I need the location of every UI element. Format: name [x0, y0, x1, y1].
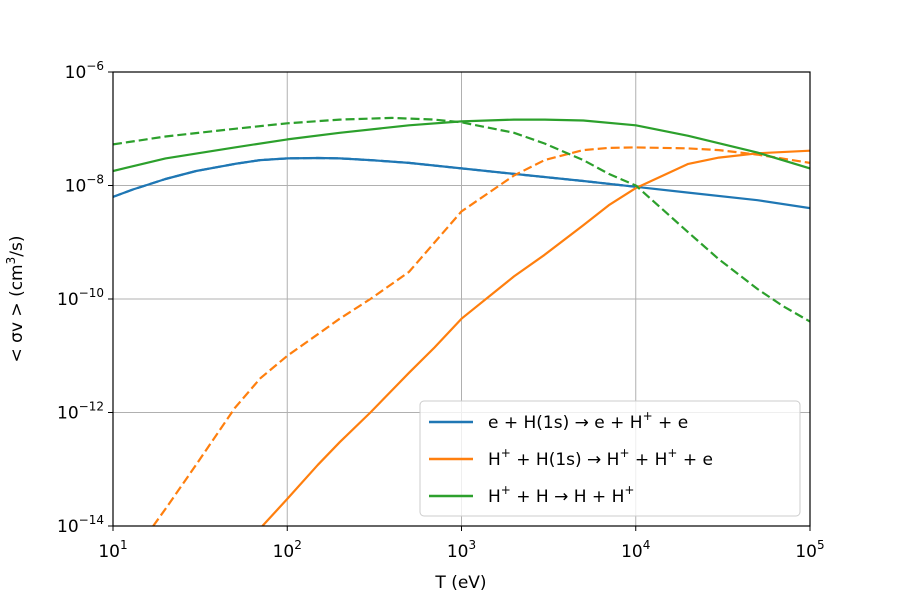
y-tick-label: 10−10	[57, 286, 104, 310]
y-tick-label: 10−6	[65, 59, 104, 83]
x-tick-label: 102	[273, 538, 302, 562]
x-axis-label: T (eV)	[434, 573, 486, 593]
x-tick-label: 103	[447, 538, 476, 562]
legend-box	[419, 400, 801, 517]
x-tick-label: 105	[795, 538, 824, 562]
legend-label: H+ + H → H + H+	[488, 483, 634, 507]
series-line-6	[113, 116, 810, 323]
x-tick-label: 104	[621, 538, 650, 562]
legend-label: H+ + H(1s) → H+ + H+ + e	[488, 446, 713, 470]
series-line-3	[261, 149, 810, 526]
y-axis-label: < σv > (cm3/s)	[4, 236, 27, 363]
x-tick-label: 101	[98, 538, 127, 562]
y-tick-label: 10−12	[57, 400, 104, 424]
y-tick-label: 10−14	[57, 513, 104, 537]
series-line-2	[113, 156, 636, 198]
series-line-5	[113, 118, 810, 173]
y-tick-label: 10−8	[65, 173, 104, 197]
y-ticks: 10−14 10−12 10−10 10−8 10−6	[57, 59, 113, 537]
legend: e + H(1s) → e + H+ + e H+ + H(1s) → H+ + …	[419, 400, 801, 517]
series-line-4	[152, 146, 810, 526]
x-ticks: 101 102 103 104 105	[98, 526, 825, 562]
legend-label: e + H(1s) → e + H+ + e	[488, 409, 688, 433]
series-lines	[113, 116, 810, 526]
